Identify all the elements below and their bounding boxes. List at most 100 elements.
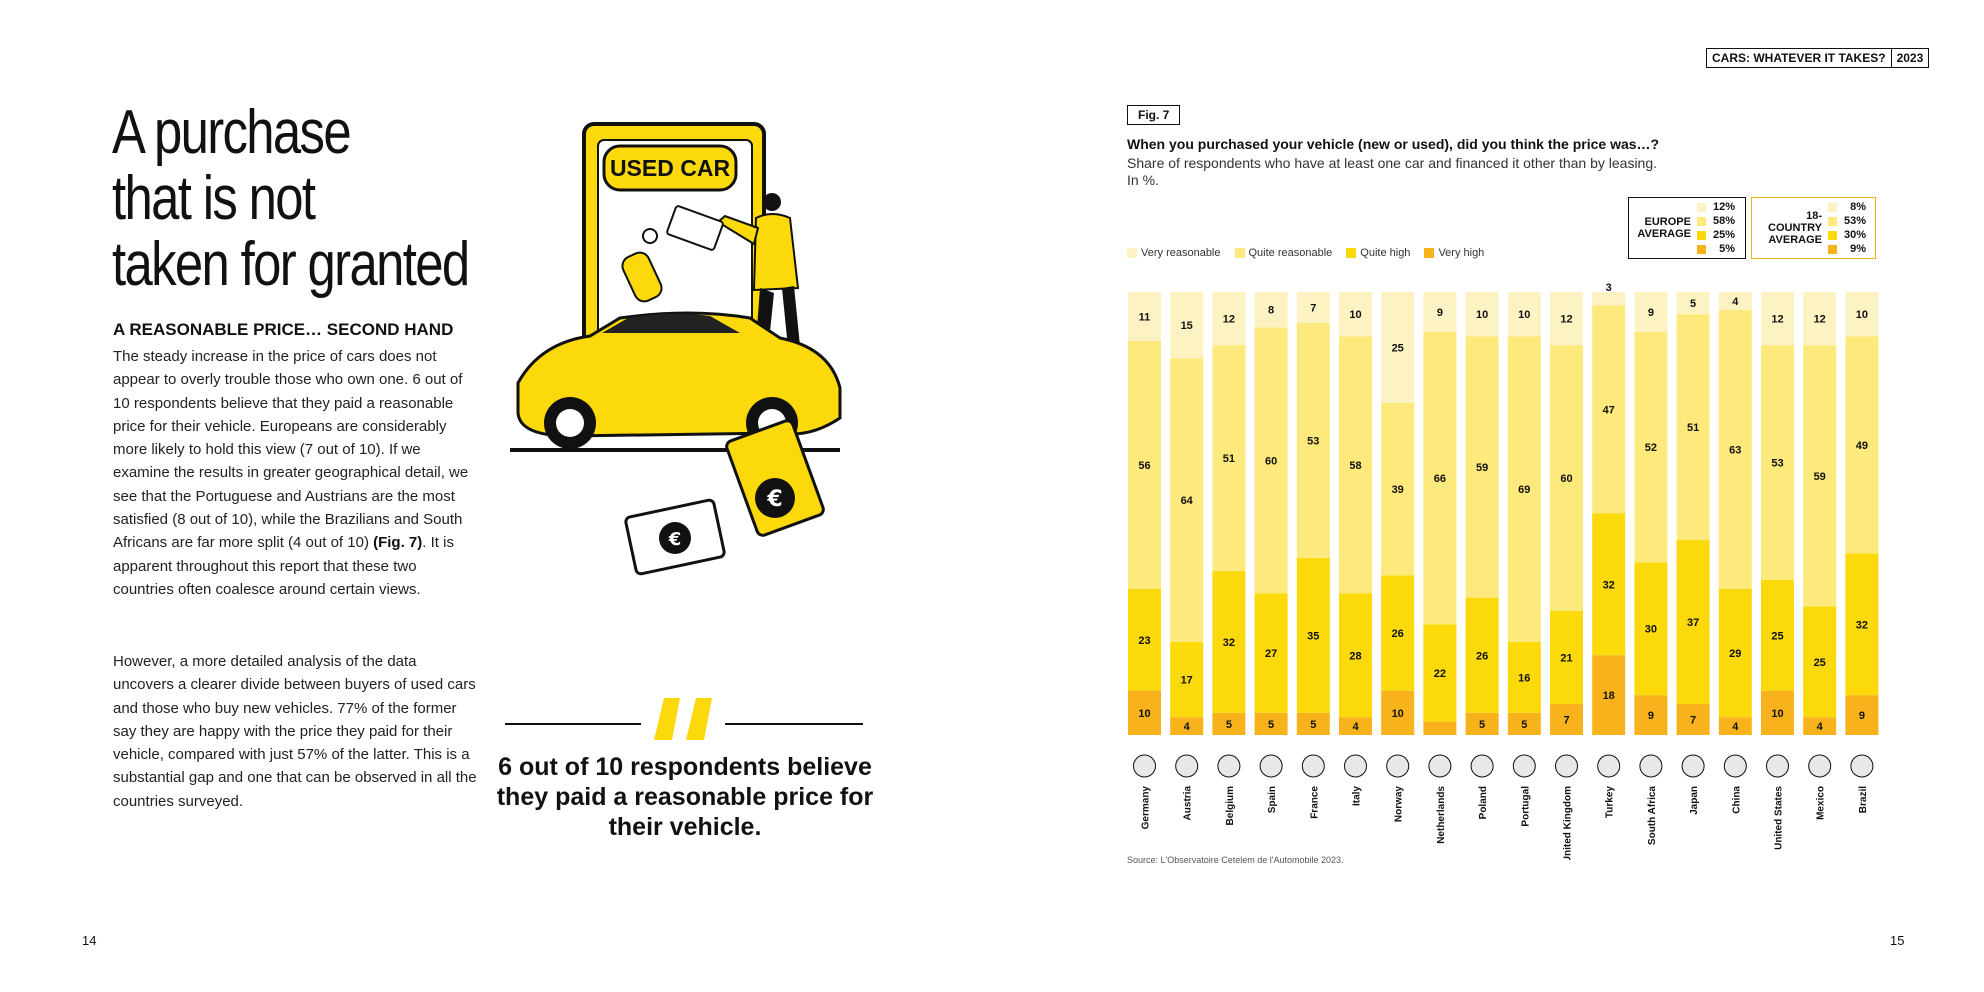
data-label: 17 bbox=[1181, 675, 1193, 687]
data-label: 32 bbox=[1603, 579, 1615, 591]
legend-swatch bbox=[1346, 248, 1357, 258]
figure-subtitle-text: Share of respondents who have at least o… bbox=[1127, 155, 1658, 171]
quote-icon bbox=[654, 698, 712, 740]
page-number-left: 14 bbox=[82, 933, 97, 948]
report-title: CARS: WHATEVER IT TAKES? bbox=[1712, 51, 1886, 65]
bar-austria-quite-high bbox=[1170, 641, 1204, 718]
bar-brazil-very-reasonable bbox=[1845, 292, 1879, 337]
flag-icon-poland bbox=[1470, 754, 1494, 778]
global-average-label-2: AVERAGE bbox=[1768, 234, 1822, 246]
bar-netherlands-quite-high bbox=[1423, 624, 1457, 722]
category-label: Japan bbox=[1689, 786, 1700, 815]
category-label: Mexico bbox=[1816, 786, 1827, 820]
bar-spain-quite-high bbox=[1254, 593, 1288, 713]
category-label: Italy bbox=[1352, 786, 1363, 806]
bar-turkey-very-high bbox=[1592, 655, 1626, 735]
bar-japan-very-high bbox=[1676, 703, 1710, 735]
category-label: Austria bbox=[1183, 786, 1194, 821]
bar-netherlands-very-reasonable bbox=[1423, 292, 1457, 332]
data-label: 12 bbox=[1814, 314, 1826, 326]
data-label: 12 bbox=[1771, 314, 1783, 326]
bar-united-states-quite-reasonable bbox=[1761, 345, 1794, 580]
flag-icon-mexico bbox=[1808, 754, 1832, 778]
data-label: 47 bbox=[1603, 404, 1615, 416]
flag-icon-portugal bbox=[1512, 754, 1536, 778]
bar-france-very-high bbox=[1296, 712, 1330, 735]
quote-rule-right bbox=[725, 723, 863, 725]
flag-icon-belgium bbox=[1217, 754, 1241, 778]
data-label: 9 bbox=[1859, 710, 1865, 722]
legend-item: Quite reasonable bbox=[1234, 247, 1333, 259]
bar-portugal-quite-high bbox=[1507, 641, 1541, 713]
data-label: 35 bbox=[1307, 630, 1319, 642]
data-label: 7 bbox=[1690, 714, 1696, 726]
data-label: 25 bbox=[1771, 630, 1783, 642]
data-label: 5 bbox=[1521, 719, 1527, 731]
bar-united-kingdom-very-high bbox=[1550, 703, 1583, 735]
data-label: 23 bbox=[1138, 635, 1150, 647]
data-label: 56 bbox=[1138, 460, 1150, 472]
category-label: Netherlands bbox=[1436, 786, 1447, 844]
data-label: 10 bbox=[1518, 309, 1530, 321]
report-title-tag: CARS: WHATEVER IT TAKES? 2023 bbox=[1706, 48, 1930, 68]
data-label: 22 bbox=[1434, 668, 1446, 680]
bar-brazil-quite-high bbox=[1845, 553, 1879, 696]
data-label: 69 bbox=[1518, 484, 1530, 496]
avg-row: 5% bbox=[1697, 243, 1735, 256]
legend-item: Quite high bbox=[1346, 247, 1410, 259]
bar-turkey-very-reasonable bbox=[1592, 292, 1626, 306]
bar-portugal-quite-reasonable bbox=[1507, 336, 1541, 642]
data-label: 8 bbox=[1268, 305, 1274, 317]
bar-turkey-quite-reasonable bbox=[1592, 305, 1626, 514]
bar-brazil-quite-reasonable bbox=[1845, 336, 1879, 554]
avg-row: 8% bbox=[1828, 201, 1866, 214]
legend-swatch bbox=[1424, 248, 1435, 258]
bar-china-very-reasonable bbox=[1718, 292, 1752, 310]
legend-label: Very reasonable bbox=[1141, 247, 1221, 259]
bar-italy-very-high bbox=[1339, 717, 1372, 735]
data-label: 16 bbox=[1518, 672, 1530, 684]
bar-united-states-very-reasonable bbox=[1761, 292, 1794, 346]
category-label: Spain bbox=[1267, 786, 1278, 813]
bar-belgium-very-reasonable bbox=[1212, 292, 1246, 346]
bar-norway-very-reasonable bbox=[1381, 292, 1415, 403]
bar-poland-very-reasonable bbox=[1465, 292, 1499, 337]
svg-text:€: € bbox=[668, 529, 682, 550]
flag-icon-china bbox=[1723, 754, 1747, 778]
flag-icon-spain bbox=[1259, 754, 1283, 778]
flag-icon-norway bbox=[1386, 754, 1410, 778]
bar-brazil-very-high bbox=[1845, 695, 1879, 735]
chart-source: Source: L'Observatoire Cetelem de l'Auto… bbox=[1127, 855, 1344, 865]
global-average-box: 18-COUNTRY AVERAGE 8% 53% 30% 9% bbox=[1751, 197, 1876, 259]
bar-china-quite-reasonable bbox=[1718, 309, 1752, 589]
category-label: Portugal bbox=[1520, 786, 1531, 827]
data-label: 59 bbox=[1814, 471, 1826, 483]
bar-portugal-very-high bbox=[1507, 712, 1541, 735]
category-label: Norway bbox=[1394, 786, 1405, 823]
bar-austria-very-high bbox=[1170, 717, 1204, 735]
data-label: 29 bbox=[1729, 648, 1741, 660]
data-label: 10 bbox=[1771, 708, 1783, 720]
figure-label: Fig. 7 bbox=[1127, 105, 1181, 125]
flag-icon-france bbox=[1301, 754, 1325, 778]
legend-label: Quite reasonable bbox=[1248, 247, 1333, 259]
avg-value: 30% bbox=[1843, 229, 1866, 241]
bar-china-very-high bbox=[1718, 717, 1752, 735]
data-label: 26 bbox=[1476, 650, 1488, 662]
data-label: 53 bbox=[1307, 435, 1319, 447]
bar-mexico-quite-high bbox=[1803, 606, 1837, 718]
used-car-sign-text: USED CAR bbox=[610, 155, 731, 181]
data-label: 5 bbox=[1268, 719, 1274, 731]
bar-poland-quite-reasonable bbox=[1465, 336, 1499, 598]
body-paragraph-2: However, a more detailed analysis of the… bbox=[113, 653, 477, 810]
data-label: 12 bbox=[1223, 314, 1235, 326]
flag-icon-germany bbox=[1133, 754, 1156, 778]
data-label: 25 bbox=[1392, 342, 1404, 354]
flag-icon-italy bbox=[1344, 754, 1367, 778]
bar-united-kingdom-very-reasonable bbox=[1550, 292, 1583, 346]
data-label: 37 bbox=[1687, 617, 1699, 629]
bar-japan-quite-reasonable bbox=[1676, 314, 1710, 541]
global-average-label-1: 18-COUNTRY bbox=[1768, 210, 1822, 234]
avg-value: 8% bbox=[1850, 201, 1866, 213]
page-title: A purchase that is not taken for granted bbox=[112, 100, 470, 298]
